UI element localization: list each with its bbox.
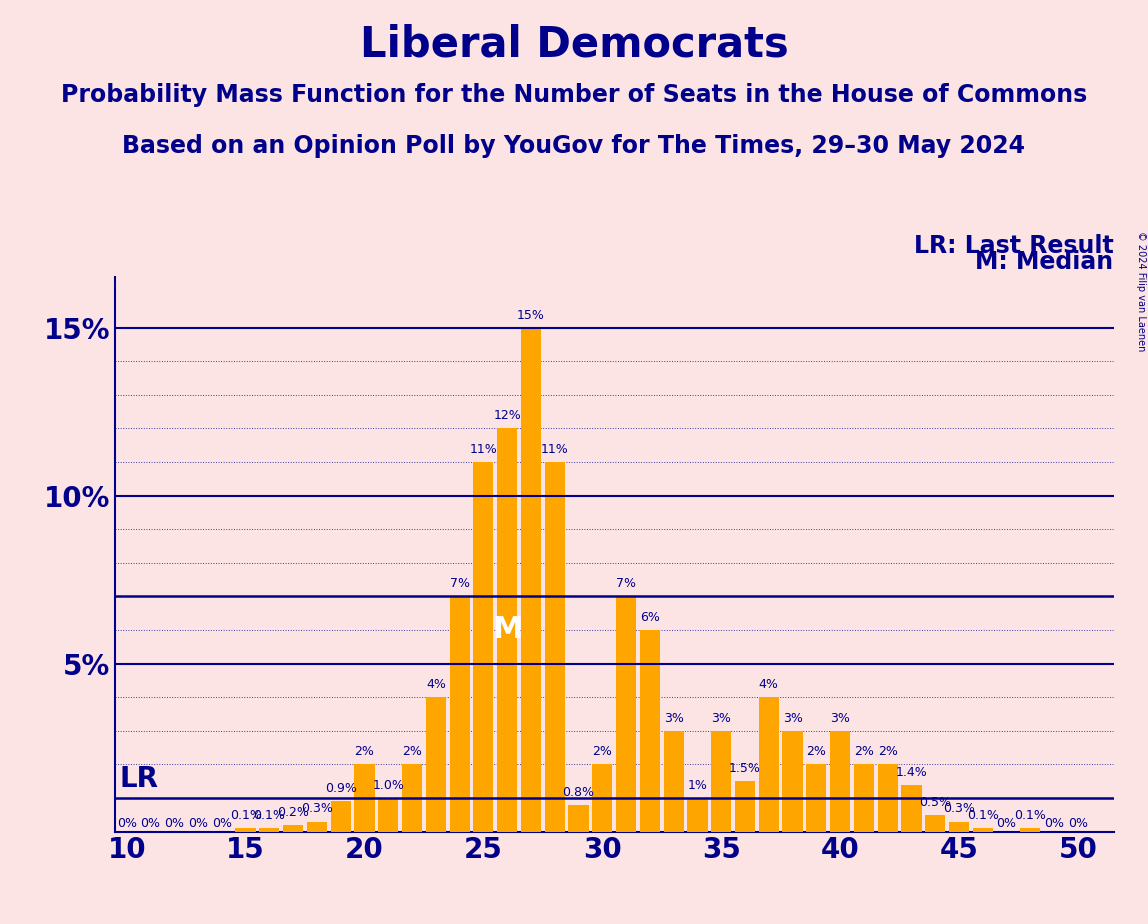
Bar xyxy=(402,764,422,832)
Text: 2%: 2% xyxy=(402,746,422,759)
Text: 0.2%: 0.2% xyxy=(277,806,309,819)
Text: 4%: 4% xyxy=(759,678,778,691)
Text: 1.4%: 1.4% xyxy=(895,765,928,779)
Bar xyxy=(521,328,541,832)
Text: 0%: 0% xyxy=(140,817,161,830)
Text: 11%: 11% xyxy=(470,443,497,456)
Bar xyxy=(806,764,827,832)
Text: LR: Last Result: LR: Last Result xyxy=(914,234,1114,258)
Text: LR: LR xyxy=(119,765,158,793)
Text: 0.1%: 0.1% xyxy=(230,809,262,822)
Bar xyxy=(616,596,636,832)
Text: Liberal Democrats: Liberal Democrats xyxy=(359,23,789,65)
Text: 0%: 0% xyxy=(164,817,184,830)
Text: 0%: 0% xyxy=(188,817,208,830)
Text: 0%: 0% xyxy=(1045,817,1064,830)
Text: 11%: 11% xyxy=(541,443,568,456)
Text: 2%: 2% xyxy=(878,746,898,759)
Bar xyxy=(497,429,518,832)
Text: 6%: 6% xyxy=(639,611,660,624)
Text: 2%: 2% xyxy=(806,746,827,759)
Text: 0.1%: 0.1% xyxy=(967,809,999,822)
Text: 0.8%: 0.8% xyxy=(563,785,595,798)
Bar xyxy=(688,798,707,832)
Text: 0.9%: 0.9% xyxy=(325,783,357,796)
Bar xyxy=(592,764,612,832)
Text: 0.1%: 0.1% xyxy=(254,809,286,822)
Text: 15%: 15% xyxy=(517,309,545,322)
Bar xyxy=(759,698,778,832)
Text: 0.3%: 0.3% xyxy=(301,802,333,816)
Bar xyxy=(378,798,398,832)
Bar xyxy=(901,784,922,832)
Bar xyxy=(473,462,494,832)
Text: 1.5%: 1.5% xyxy=(729,762,761,775)
Bar xyxy=(830,731,851,832)
Text: 12%: 12% xyxy=(494,409,521,422)
Text: 1.0%: 1.0% xyxy=(372,779,404,792)
Bar xyxy=(877,764,898,832)
Bar xyxy=(639,630,660,832)
Bar xyxy=(949,821,969,832)
Bar xyxy=(259,828,279,832)
Bar xyxy=(307,821,327,832)
Bar xyxy=(925,815,945,832)
Bar xyxy=(235,828,256,832)
Text: 3%: 3% xyxy=(830,711,850,724)
Text: Probability Mass Function for the Number of Seats in the House of Commons: Probability Mass Function for the Number… xyxy=(61,83,1087,107)
Bar xyxy=(735,781,755,832)
Bar xyxy=(544,462,565,832)
Bar xyxy=(355,764,374,832)
Text: 2%: 2% xyxy=(592,746,612,759)
Text: 7%: 7% xyxy=(616,578,636,590)
Text: 0.5%: 0.5% xyxy=(920,796,952,808)
Bar xyxy=(284,825,303,832)
Bar xyxy=(664,731,684,832)
Bar xyxy=(711,731,731,832)
Text: 0.1%: 0.1% xyxy=(1015,809,1046,822)
Text: 4%: 4% xyxy=(426,678,445,691)
Text: 0%: 0% xyxy=(1068,817,1088,830)
Text: Based on an Opinion Poll by YouGov for The Times, 29–30 May 2024: Based on an Opinion Poll by YouGov for T… xyxy=(123,134,1025,158)
Bar xyxy=(450,596,470,832)
Text: 2%: 2% xyxy=(355,746,374,759)
Text: 3%: 3% xyxy=(783,711,802,724)
Bar xyxy=(1021,828,1040,832)
Text: 0%: 0% xyxy=(117,817,137,830)
Text: 0%: 0% xyxy=(212,817,232,830)
Bar xyxy=(783,731,802,832)
Text: 1%: 1% xyxy=(688,779,707,792)
Text: 2%: 2% xyxy=(854,746,874,759)
Text: M: Median: M: Median xyxy=(976,250,1114,274)
Text: 0%: 0% xyxy=(996,817,1016,830)
Bar xyxy=(854,764,874,832)
Text: M: M xyxy=(492,615,522,645)
Bar xyxy=(972,828,993,832)
Bar xyxy=(568,805,589,832)
Text: © 2024 Filip van Laenen: © 2024 Filip van Laenen xyxy=(1135,231,1146,351)
Bar xyxy=(331,801,351,832)
Text: 3%: 3% xyxy=(712,711,731,724)
Bar xyxy=(426,698,445,832)
Text: 3%: 3% xyxy=(664,711,683,724)
Text: 0.3%: 0.3% xyxy=(943,802,975,816)
Text: 7%: 7% xyxy=(450,578,470,590)
